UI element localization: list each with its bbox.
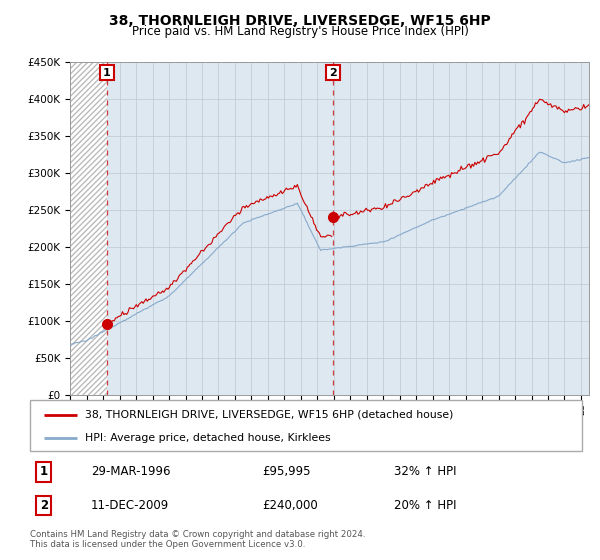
Text: £240,000: £240,000 [262,499,317,512]
Text: 38, THORNLEIGH DRIVE, LIVERSEDGE, WF15 6HP (detached house): 38, THORNLEIGH DRIVE, LIVERSEDGE, WF15 6… [85,409,454,419]
Text: 2: 2 [329,68,337,78]
Text: Contains HM Land Registry data © Crown copyright and database right 2024.: Contains HM Land Registry data © Crown c… [30,530,365,539]
Text: 2: 2 [40,499,48,512]
Text: 20% ↑ HPI: 20% ↑ HPI [394,499,457,512]
Text: 29-MAR-1996: 29-MAR-1996 [91,465,170,478]
Text: This data is licensed under the Open Government Licence v3.0.: This data is licensed under the Open Gov… [30,540,305,549]
Text: £95,995: £95,995 [262,465,310,478]
Text: HPI: Average price, detached house, Kirklees: HPI: Average price, detached house, Kirk… [85,433,331,443]
Text: Price paid vs. HM Land Registry's House Price Index (HPI): Price paid vs. HM Land Registry's House … [131,25,469,38]
Text: 32% ↑ HPI: 32% ↑ HPI [394,465,457,478]
Text: 38, THORNLEIGH DRIVE, LIVERSEDGE, WF15 6HP: 38, THORNLEIGH DRIVE, LIVERSEDGE, WF15 6… [109,14,491,28]
Text: 11-DEC-2009: 11-DEC-2009 [91,499,169,512]
Text: 1: 1 [103,68,111,78]
Text: 1: 1 [40,465,48,478]
FancyBboxPatch shape [30,400,582,451]
